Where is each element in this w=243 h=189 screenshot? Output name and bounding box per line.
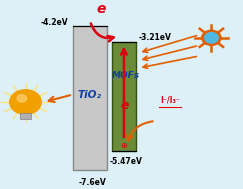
Bar [20,113,31,119]
Circle shape [10,90,41,114]
Text: -3.21eV: -3.21eV [139,33,171,42]
Text: -4.2eV: -4.2eV [40,18,68,27]
Bar [73,26,107,170]
Text: e: e [121,99,129,112]
Circle shape [17,94,27,102]
Text: MOFs: MOFs [112,71,140,80]
Text: ⊕: ⊕ [121,141,127,150]
Text: -7.6eV: -7.6eV [78,178,106,187]
Text: -5.47eV: -5.47eV [109,157,142,167]
Bar [112,42,136,151]
Text: I⁻/I₃⁻: I⁻/I₃⁻ [160,96,180,105]
Circle shape [205,33,218,43]
Text: e: e [96,2,105,16]
Circle shape [202,30,221,45]
Text: TiO₂: TiO₂ [78,90,102,99]
